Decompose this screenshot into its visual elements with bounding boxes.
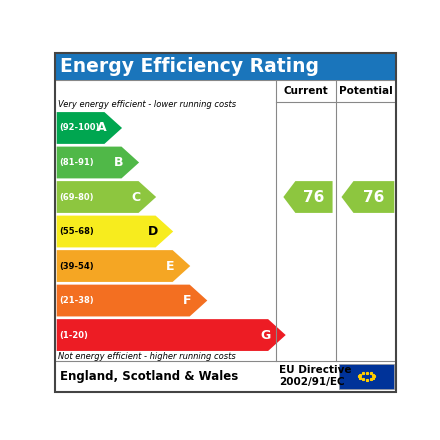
Text: (55-68): (55-68) [59, 227, 94, 236]
Text: (92-100): (92-100) [59, 124, 100, 132]
Text: G: G [260, 329, 271, 341]
Text: B: B [114, 156, 124, 169]
Text: Energy Efficiency Rating: Energy Efficiency Rating [60, 57, 319, 76]
Polygon shape [57, 147, 139, 178]
Text: EU Directive: EU Directive [279, 365, 352, 375]
Text: 76: 76 [303, 190, 325, 205]
Bar [55, 53, 396, 80]
Text: (21-38): (21-38) [59, 296, 94, 305]
Polygon shape [341, 181, 394, 213]
Polygon shape [57, 250, 190, 282]
Polygon shape [57, 112, 122, 144]
Text: Not energy efficient - higher running costs: Not energy efficient - higher running co… [58, 352, 235, 360]
Bar [339, 364, 394, 389]
Text: (1-20): (1-20) [59, 330, 88, 340]
Text: (81-91): (81-91) [59, 158, 94, 167]
Text: Potential: Potential [339, 86, 393, 96]
Text: England, Scotland & Wales: England, Scotland & Wales [60, 370, 238, 383]
Polygon shape [57, 181, 156, 213]
Text: Very energy efficient - lower running costs: Very energy efficient - lower running co… [58, 100, 236, 109]
Text: Current: Current [284, 86, 328, 96]
Text: A: A [97, 121, 106, 135]
Text: F: F [183, 294, 191, 307]
Text: (69-80): (69-80) [59, 193, 94, 202]
Polygon shape [57, 216, 173, 247]
Polygon shape [57, 285, 207, 316]
Text: C: C [131, 191, 140, 204]
Polygon shape [57, 319, 286, 351]
Polygon shape [283, 181, 333, 213]
Text: (39-54): (39-54) [59, 261, 94, 271]
Text: 2002/91/EC: 2002/91/EC [279, 378, 345, 388]
Text: E: E [166, 260, 174, 272]
Text: 76: 76 [363, 190, 385, 205]
Text: D: D [148, 225, 158, 238]
